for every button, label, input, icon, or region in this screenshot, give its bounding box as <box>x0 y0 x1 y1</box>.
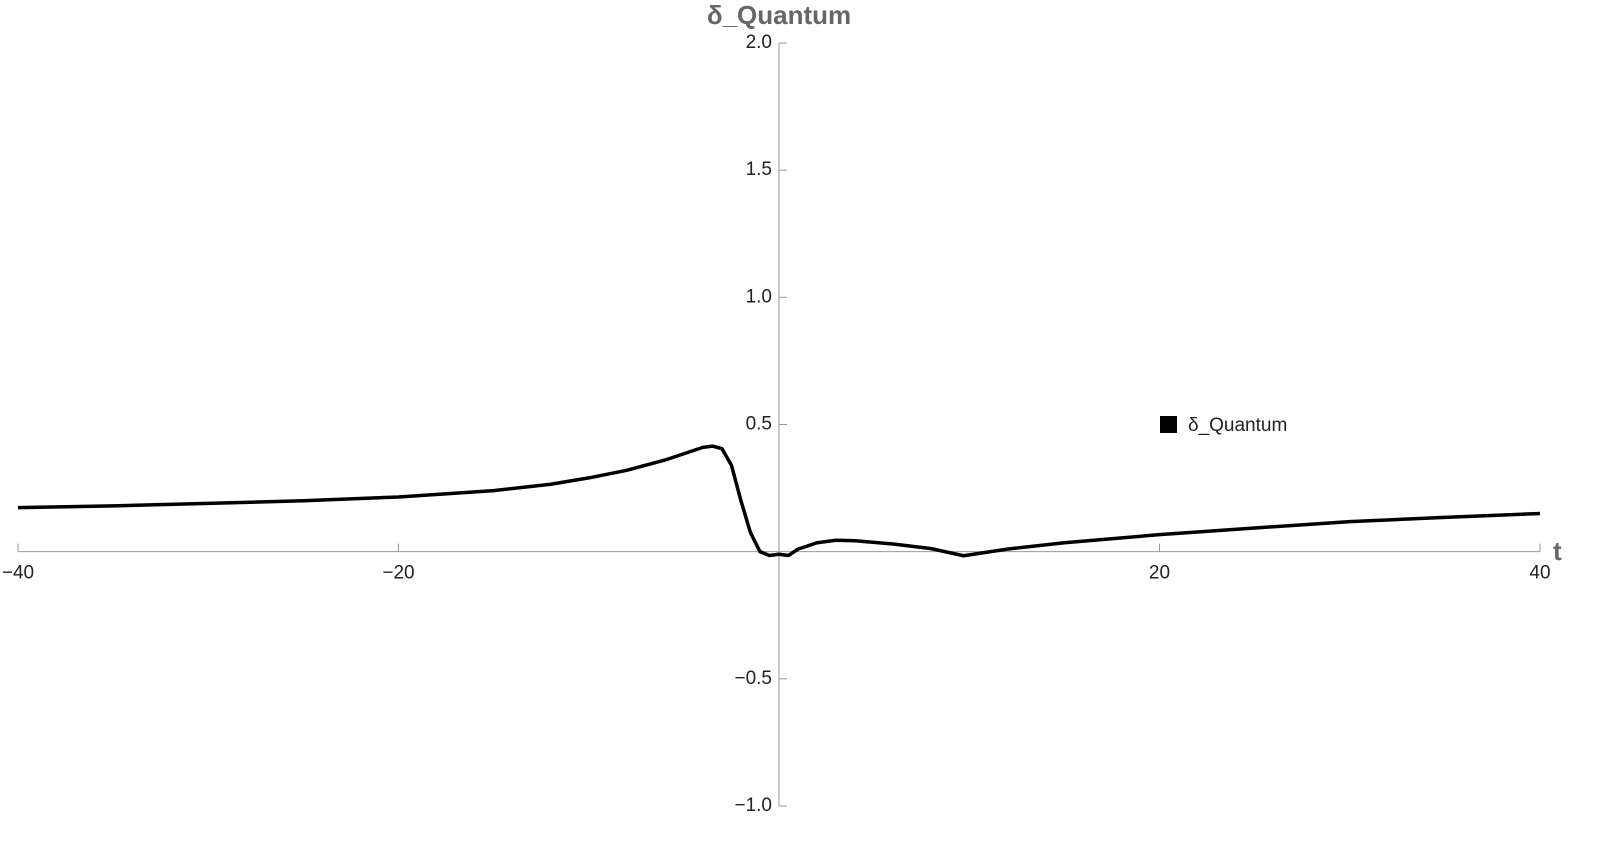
y-tick-label: 1.0 <box>746 286 772 307</box>
legend-swatch <box>1160 416 1177 433</box>
x-axis-label: t <box>1553 536 1562 566</box>
y-tick-label: 1.5 <box>746 159 772 180</box>
y-tick-label: −0.5 <box>734 668 772 689</box>
x-tick-label: 40 <box>1529 563 1550 584</box>
y-tick-label: 0.5 <box>746 414 772 435</box>
y-tick-label: 2.0 <box>746 32 772 53</box>
x-tick-label: −20 <box>382 563 414 584</box>
x-tick-label: 20 <box>1149 563 1170 584</box>
x-tick-label: −40 <box>2 563 34 584</box>
y-axis-label: δ_Quantum <box>707 0 851 30</box>
y-tick-label: −1.0 <box>734 795 772 816</box>
line-series <box>17 444 1541 558</box>
legend-label: δ_Quantum <box>1188 415 1287 436</box>
